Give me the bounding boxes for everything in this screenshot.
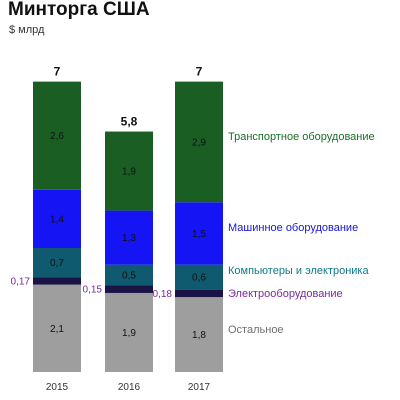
legend-entry: Электрооборудование xyxy=(228,288,343,300)
segment-value-label: 1,5 xyxy=(192,229,206,240)
x-tick-label: 2017 xyxy=(188,382,211,393)
bar-segment-2015-0 xyxy=(33,284,81,372)
chart-subtitle: $ млрд xyxy=(9,24,45,36)
legend-entry: Компьютеры и электроника xyxy=(228,265,369,277)
x-tick-label: 2016 xyxy=(118,382,141,393)
bar-total-label: 7 xyxy=(196,65,203,79)
bar-segment-2016-1 xyxy=(105,285,153,293)
side-value-label: 0,17 xyxy=(11,276,31,287)
chart-title: Минторга США xyxy=(8,0,150,20)
segment-value-label: 2,1 xyxy=(50,324,64,335)
legend-entry: Транспортное оборудование xyxy=(228,131,375,143)
side-value-label: 0,18 xyxy=(153,289,173,300)
segment-value-label: 0,5 xyxy=(122,271,136,282)
bar-total-label: 7 xyxy=(54,65,61,79)
segment-value-label: 1,9 xyxy=(122,328,136,339)
bar-segment-2017-2 xyxy=(175,264,223,290)
bar-segment-2017-4 xyxy=(175,81,223,203)
legend-entry: Остальное xyxy=(228,324,284,336)
legend-entry: Машинное оборудование xyxy=(228,222,358,234)
segment-value-label: 2,6 xyxy=(50,131,64,142)
bar-segment-2015-2 xyxy=(33,248,81,278)
bar-segment-2017-1 xyxy=(175,289,223,298)
x-tick-label: 2015 xyxy=(46,382,69,393)
segment-value-label: 1,9 xyxy=(122,167,136,178)
segment-value-label: 1,3 xyxy=(122,233,136,244)
segment-value-label: 1,4 xyxy=(50,214,64,225)
side-value-label: 0,15 xyxy=(83,285,103,296)
bar-total-label: 5,8 xyxy=(121,115,138,129)
segment-value-label: 0,6 xyxy=(192,273,206,284)
bar-segment-2016-4 xyxy=(105,131,153,211)
bar-segment-2016-3 xyxy=(105,210,153,265)
segment-value-label: 1,8 xyxy=(192,330,206,341)
bar-segment-2017-0 xyxy=(175,297,223,372)
bar-segment-2015-1 xyxy=(33,277,81,285)
bar-segment-2016-2 xyxy=(105,264,153,286)
bar-segment-2015-3 xyxy=(33,189,81,249)
bar-segment-2017-3 xyxy=(175,202,223,265)
bar-segment-2015-4 xyxy=(33,81,81,190)
bar-segment-2016-0 xyxy=(105,292,153,372)
segment-value-label: 0,7 xyxy=(50,258,64,269)
segment-value-label: 2,9 xyxy=(192,137,206,148)
